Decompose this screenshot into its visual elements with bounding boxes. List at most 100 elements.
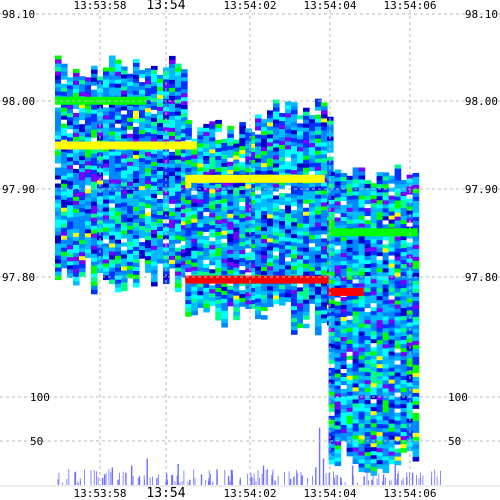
heatmap-cell: [175, 131, 182, 137]
heatmap-cell: [175, 195, 182, 201]
heatmap-cell: [55, 163, 62, 169]
heatmap-cell: [91, 185, 98, 191]
heatmap-cell: [127, 237, 134, 243]
heatmap-cell: [334, 449, 342, 455]
heatmap-cell: [352, 315, 360, 320]
heatmap-cell: [163, 275, 170, 280]
heatmap-cell: [145, 92, 152, 97]
heatmap-cell: [91, 65, 98, 71]
heatmap-cell: [297, 263, 304, 268]
heatmap-cell: [279, 169, 286, 174]
heatmap-cell: [67, 217, 74, 222]
heatmap-cell: [209, 125, 216, 130]
heatmap-cell: [109, 115, 116, 121]
heatmap-cell: [73, 216, 80, 222]
heatmap-cell: [267, 262, 274, 267]
heatmap-cell: [400, 280, 408, 285]
heatmap-cell: [334, 393, 342, 399]
heatmap-cell: [169, 95, 176, 101]
heatmap-cell: [358, 179, 366, 185]
heatmap-cell: [203, 227, 210, 233]
heatmap-cell: [315, 322, 322, 328]
heatmap-cell: [151, 101, 158, 107]
heatmap-cell: [261, 315, 268, 320]
heatmap-cell: [245, 200, 252, 205]
heatmap-cell: [203, 127, 210, 133]
heatmap-cell: [358, 371, 366, 377]
heatmap-cell: [209, 137, 216, 142]
heatmap-cell: [328, 323, 336, 329]
heatmap-cell: [376, 424, 384, 429]
heatmap-cell: [273, 215, 280, 221]
heatmap-cell: [55, 175, 62, 181]
heatmap-cell: [303, 139, 310, 145]
heatmap-cell: [321, 170, 328, 175]
heatmap-cell: [103, 127, 110, 133]
heatmap-cell: [382, 212, 390, 217]
heatmap-cell: [382, 364, 390, 369]
heatmap-cell: [191, 158, 198, 164]
heatmap-cell: [55, 155, 62, 161]
heatmap-cell: [55, 187, 62, 193]
heatmap-cell: [175, 203, 182, 209]
heatmap-cell: [364, 280, 372, 285]
heatmap-cell: [352, 279, 360, 284]
heatmap-cell: [85, 241, 92, 246]
heatmap-cell: [151, 153, 158, 159]
heatmap-cell: [406, 198, 414, 204]
heatmap-cell: [291, 118, 298, 123]
heatmap-cell: [245, 236, 252, 241]
heatmap-cell: [85, 209, 92, 214]
heatmap-cell: [73, 272, 80, 278]
heatmap-cell: [321, 318, 328, 323]
heatmap-cell: [233, 251, 240, 257]
heatmap-cell: [358, 303, 366, 309]
heatmap-cell: [115, 203, 122, 209]
heatmap-cell: [233, 307, 240, 313]
heatmap-cell: [346, 215, 354, 221]
heatmap-cell: [315, 150, 322, 156]
heatmap-cell: [157, 87, 164, 92]
heatmap-cell: [103, 247, 110, 253]
heatmap-cell: [291, 286, 298, 291]
heatmap-cell: [340, 269, 348, 274]
heatmap-cell: [309, 299, 316, 304]
heatmap-cell: [145, 204, 152, 209]
heatmap-cell: [346, 183, 354, 189]
heatmap-cell: [412, 404, 420, 410]
volume-bar: [293, 477, 294, 485]
heatmap-cell: [273, 195, 280, 201]
heatmap-cell: [151, 189, 158, 195]
heatmap-cell: [157, 175, 164, 180]
heatmap-cell: [376, 260, 384, 265]
heatmap-cell: [185, 272, 192, 277]
heatmap-cell: [285, 109, 292, 114]
heatmap-cell: [328, 367, 336, 373]
heatmap-cell: [85, 113, 92, 118]
heatmap-cell: [297, 147, 304, 152]
heatmap-cell: [328, 383, 336, 389]
heatmap-cell: [185, 244, 192, 249]
heatmap-cell: [79, 212, 86, 217]
heatmap-cell: [73, 160, 80, 166]
heatmap-cell: [291, 150, 298, 155]
heatmap-cell: [400, 436, 408, 441]
heatmap-cell: [239, 194, 246, 199]
heatmap-cell: [185, 252, 192, 257]
heatmap-cell: [364, 468, 372, 473]
volume-bar: [111, 467, 113, 485]
heatmap-cell: [91, 121, 98, 127]
heatmap-cell: [382, 380, 390, 385]
heatmap-cell: [227, 125, 234, 131]
heatmap-cell: [79, 112, 86, 117]
heatmap-cell: [412, 260, 420, 266]
heatmap-cell: [233, 227, 240, 233]
heatmap-cell: [297, 315, 304, 320]
heatmap-cell: [400, 376, 408, 381]
heatmap-cell: [127, 89, 134, 95]
heatmap-cell: [181, 245, 188, 250]
heatmap-cell: [73, 148, 80, 154]
heatmap-cell: [109, 151, 116, 157]
heatmap-cell: [321, 202, 328, 207]
heatmap-cell: [334, 373, 342, 379]
